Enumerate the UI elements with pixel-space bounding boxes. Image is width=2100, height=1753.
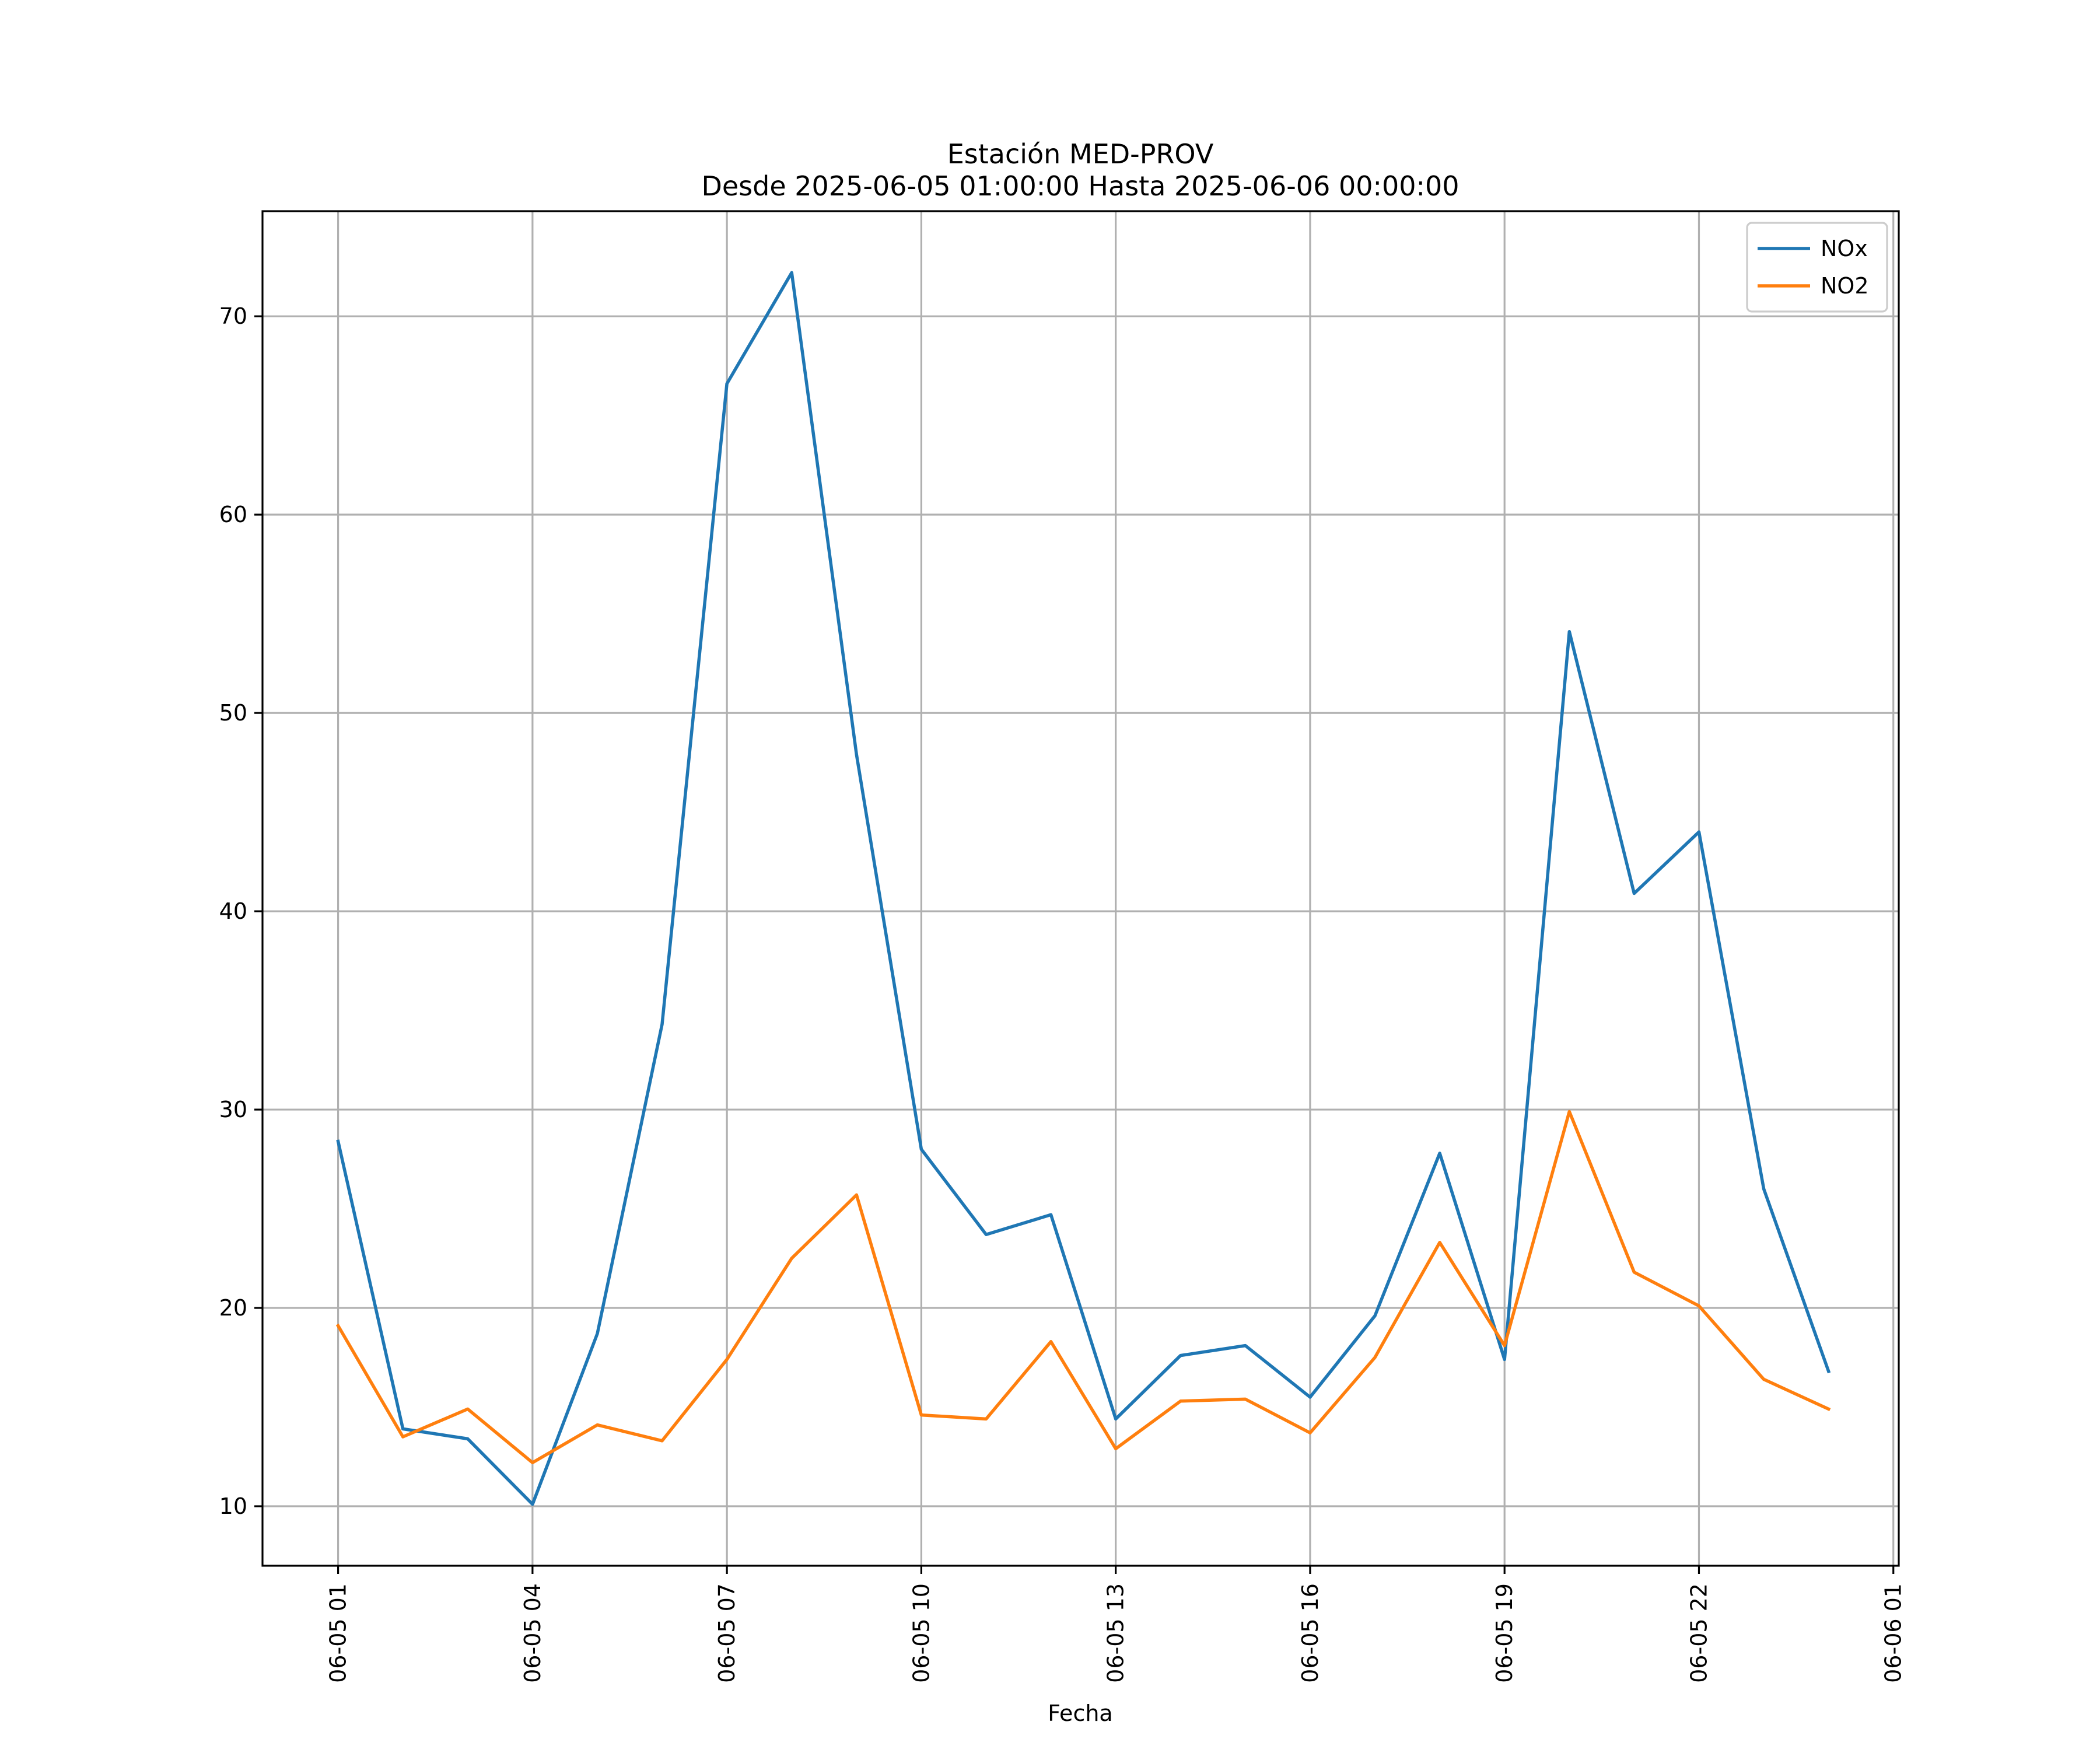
- x-axis-label: Fecha: [1048, 1700, 1112, 1726]
- series-line-nox: [336, 271, 1831, 1506]
- legend-label: NO2: [1821, 273, 1869, 299]
- y-tick-label: 50: [219, 700, 247, 726]
- x-tick-label: 06-06 01: [1881, 1583, 1906, 1683]
- grid: [262, 211, 1899, 1566]
- chart-subtitle: Desde 2025-06-05 01:00:00 Hasta 2025-06-…: [701, 170, 1459, 202]
- series-line-no2: [335, 1110, 1831, 1464]
- y-tick-label: 70: [219, 303, 247, 329]
- y-tick-label: 40: [219, 898, 247, 924]
- x-tick-label: 06-05 22: [1686, 1583, 1712, 1683]
- y-tick-label: 60: [219, 502, 247, 527]
- x-tick-label: 06-05 04: [520, 1583, 545, 1683]
- series-lines: [335, 271, 1831, 1506]
- legend-label: NOx: [1821, 236, 1868, 261]
- x-tick-label: 06-05 07: [714, 1583, 740, 1683]
- y-tick-label: 10: [219, 1493, 247, 1519]
- chart-title: Estación MED-PROV: [947, 138, 1214, 170]
- legend-box: [1746, 222, 1888, 313]
- x-tick-label: 06-05 01: [326, 1583, 351, 1683]
- legend: NOx NO2: [1746, 222, 1888, 313]
- plot-frame: [261, 210, 1900, 1567]
- x-tick-label: 06-05 13: [1103, 1583, 1129, 1683]
- y-tick-label: 30: [219, 1097, 247, 1122]
- x-tick-label: 06-05 16: [1297, 1583, 1323, 1683]
- y-tick-label: 20: [219, 1295, 247, 1321]
- axis-ticks: 10 20 30 40 50 60 70 06-05 01 06-05 04 06-05 07 06…: [219, 303, 1906, 1683]
- x-tick-label: 06-05 10: [908, 1583, 934, 1683]
- x-tick-label: 06-05 19: [1492, 1583, 1517, 1683]
